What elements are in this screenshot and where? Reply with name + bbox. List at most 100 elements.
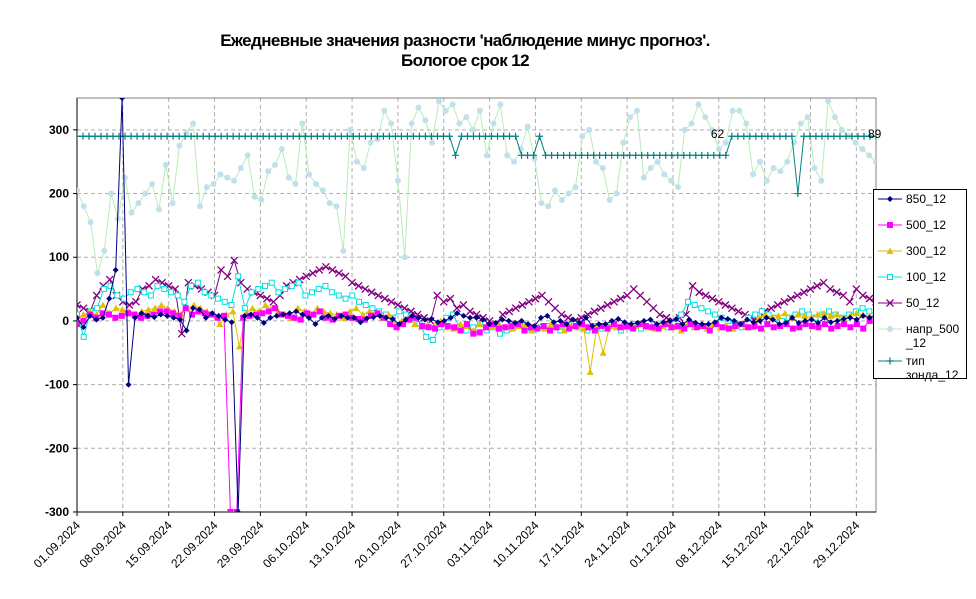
data-point (764, 132, 772, 140)
data-point (227, 509, 234, 512)
data-point (655, 310, 664, 319)
data-point (866, 314, 873, 321)
data-point (476, 320, 484, 328)
data-point (169, 132, 177, 140)
data-point (706, 327, 713, 334)
data-point (331, 132, 339, 140)
data-point (572, 184, 579, 191)
data-point (722, 139, 729, 146)
data-point (495, 320, 503, 328)
data-point (691, 302, 698, 308)
data-point (221, 312, 228, 319)
data-point (131, 314, 138, 321)
data-point (188, 282, 195, 289)
data-point (196, 306, 203, 313)
data-point (681, 325, 688, 332)
data-point (794, 190, 802, 198)
data-point (196, 203, 203, 210)
data-point (872, 132, 876, 140)
data-point (512, 132, 520, 140)
data-point (163, 132, 171, 140)
data-point (811, 165, 818, 172)
data-point (308, 269, 317, 278)
data-point (271, 132, 279, 140)
y-tick-label: 200 (49, 187, 69, 201)
data-point (439, 297, 448, 306)
data-point (542, 151, 550, 159)
data-point (602, 151, 610, 159)
data-point (409, 132, 417, 140)
data-point (853, 316, 860, 323)
data-point (369, 305, 376, 312)
data-point (662, 321, 669, 328)
data-point (745, 324, 752, 331)
data-point (288, 282, 295, 289)
x-tick-label: 17.11.2024 (536, 518, 588, 570)
data-point (886, 247, 894, 254)
data-point (170, 314, 177, 321)
data-point (770, 165, 777, 172)
data-point (292, 180, 299, 187)
data-point (718, 314, 725, 321)
data-point (161, 286, 168, 293)
data-point (767, 304, 776, 313)
data-point (566, 151, 574, 159)
data-point (623, 323, 630, 330)
data-point (769, 316, 776, 323)
series-line (77, 99, 876, 274)
data-point (258, 196, 265, 203)
data-point (393, 301, 402, 309)
data-point (538, 200, 545, 207)
data-point (578, 321, 585, 328)
data-point (750, 171, 757, 178)
data-point (506, 132, 514, 140)
data-point (141, 289, 148, 296)
data-point (85, 132, 93, 140)
data-point (135, 200, 142, 207)
data-point (389, 316, 396, 323)
data-point (828, 325, 835, 332)
data-point (668, 324, 675, 331)
data-point (119, 98, 126, 101)
data-point (593, 158, 600, 165)
data-point (373, 132, 381, 140)
data-point (387, 297, 396, 306)
data-point (86, 312, 93, 319)
data-point (734, 307, 743, 316)
data-point (217, 132, 225, 140)
data-point (644, 151, 652, 159)
data-point (157, 301, 165, 308)
data-point (315, 286, 322, 293)
data-point (702, 114, 709, 121)
data-point (328, 266, 337, 274)
data-point (376, 312, 383, 319)
data-point (866, 132, 874, 140)
data-point (285, 174, 292, 181)
data-point (836, 132, 844, 140)
data-point (354, 281, 363, 290)
data-point (776, 132, 784, 140)
data-point (711, 319, 718, 326)
data-point (616, 294, 625, 303)
data-point (151, 275, 160, 284)
data-point (174, 292, 181, 299)
data-point (545, 203, 552, 210)
data-point (403, 132, 411, 140)
data-point (106, 295, 113, 302)
data-point (887, 222, 893, 228)
data-point (610, 297, 618, 306)
data-point (758, 132, 766, 140)
data-point (94, 270, 101, 277)
data-point (860, 312, 867, 319)
data-point (716, 151, 724, 159)
data-point (674, 323, 681, 330)
data-point (291, 314, 298, 321)
data-point (538, 291, 546, 300)
data-point (595, 321, 602, 328)
data-point (428, 316, 435, 323)
data-point (108, 190, 115, 197)
x-tick-label: 08.12.2024 (673, 518, 726, 571)
data-point (752, 311, 759, 318)
data-point (826, 308, 832, 315)
data-point (604, 325, 611, 332)
